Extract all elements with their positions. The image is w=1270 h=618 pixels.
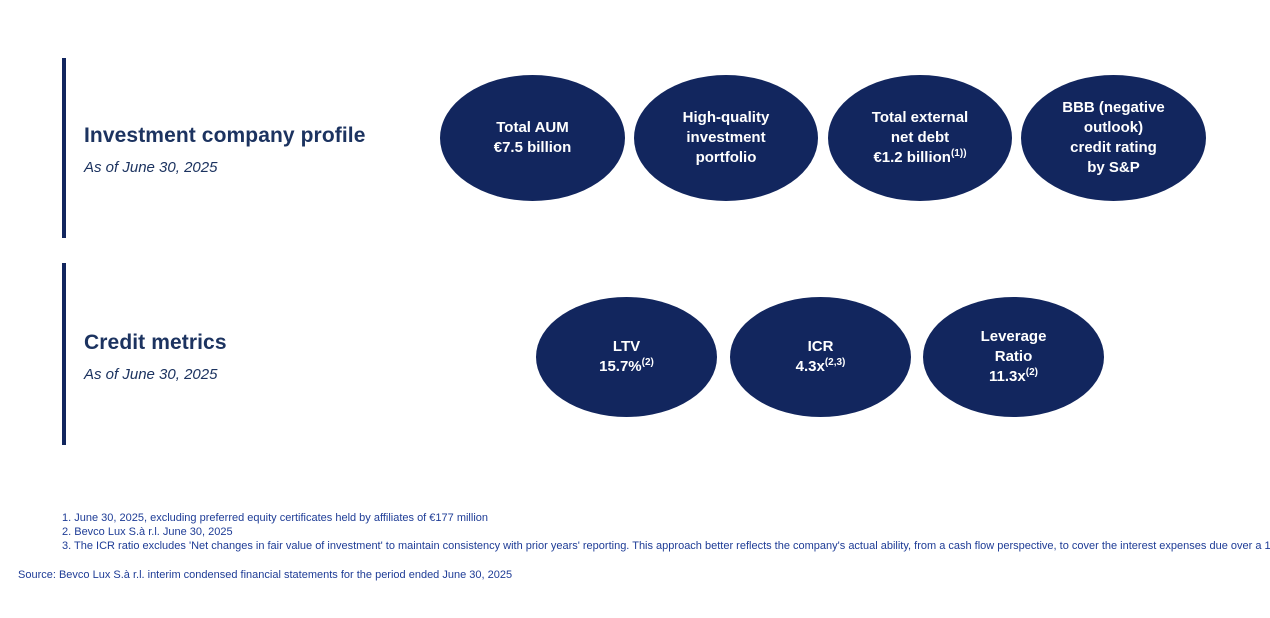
metric-line: outlook): [1083, 119, 1144, 136]
source-attribution: Source: Bevco Lux S.à r.l. interim conde…: [18, 569, 513, 581]
metric-bubble-ltv: LTV 15.7%(2): [536, 297, 717, 417]
section-accent-bar: [62, 263, 66, 445]
metric-bubble-text: ICR 4.3x(2,3): [796, 337, 846, 377]
metric-line: LTV: [612, 338, 641, 355]
footnote-ref: (2,3): [824, 357, 846, 368]
metric-line: High-quality: [682, 109, 770, 126]
metric-bubble-text: Total external net debt €1.2 billion(1)): [872, 108, 968, 168]
metric-line: €1.2 billion: [873, 149, 951, 166]
section-header-credit-metrics: Credit metrics As of June 30, 2025: [84, 331, 227, 383]
metric-bubble-net-debt: Total external net debt €1.2 billion(1)): [828, 75, 1012, 201]
metric-bubble-icr: ICR 4.3x(2,3): [730, 297, 911, 417]
metric-bubble-text: Total AUM €7.5 billion: [494, 118, 572, 158]
section-accent-bar: [62, 58, 66, 238]
metric-line: Ratio: [994, 348, 1033, 365]
metric-bubble-investment-portfolio: High-quality investment portfolio: [634, 75, 818, 201]
section-subtitle: As of June 30, 2025: [84, 366, 218, 383]
metric-line: ICR: [807, 338, 834, 355]
metric-line: 4.3x: [795, 358, 825, 375]
section-title: Investment company profile: [84, 124, 366, 147]
metric-line: Leverage: [980, 328, 1047, 345]
metric-bubble-leverage-ratio: Leverage Ratio 11.3x(2): [923, 297, 1104, 417]
footnote-1: 1. June 30, 2025, excluding preferred eq…: [62, 512, 488, 524]
footnote-ref: (2): [641, 357, 654, 368]
metric-bubble-credit-rating: BBB (negative outlook) credit rating by …: [1021, 75, 1206, 201]
footnote-2: 2. Bevco Lux S.à r.l. June 30, 2025: [62, 526, 233, 538]
metric-line: 15.7%: [599, 358, 642, 375]
metric-bubble-text: LTV 15.7%(2): [599, 337, 654, 377]
metric-line: 11.3x: [989, 368, 1026, 385]
metric-bubble-text: BBB (negative outlook) credit rating by …: [1062, 98, 1165, 178]
section-subtitle: As of June 30, 2025: [84, 159, 218, 176]
section-title: Credit metrics: [84, 331, 227, 354]
metric-bubble-text: Leverage Ratio 11.3x(2): [981, 327, 1047, 387]
metric-bubble-total-aum: Total AUM €7.5 billion: [440, 75, 625, 201]
metric-line: €7.5 billion: [493, 139, 572, 156]
metric-line: credit rating: [1070, 139, 1157, 156]
footnotes: 1. June 30, 2025, excluding preferred eq…: [62, 511, 1270, 553]
metric-line: by S&P: [1087, 159, 1140, 176]
footnote-ref: (1)): [950, 148, 967, 159]
metric-line: BBB (negative: [1062, 99, 1165, 116]
footnote-ref: (2): [1025, 367, 1038, 378]
metric-line: investment: [686, 129, 766, 146]
metric-line: net debt: [890, 129, 950, 146]
metric-bubble-text: High-quality investment portfolio: [683, 108, 770, 168]
metric-line: Total AUM: [496, 119, 569, 136]
footnote-3: 3. The ICR ratio excludes 'Net changes i…: [62, 540, 1270, 552]
metric-line: Total external: [871, 109, 969, 126]
section-header-investment-profile: Investment company profile As of June 30…: [84, 124, 366, 176]
metric-line: portfolio: [695, 149, 757, 166]
